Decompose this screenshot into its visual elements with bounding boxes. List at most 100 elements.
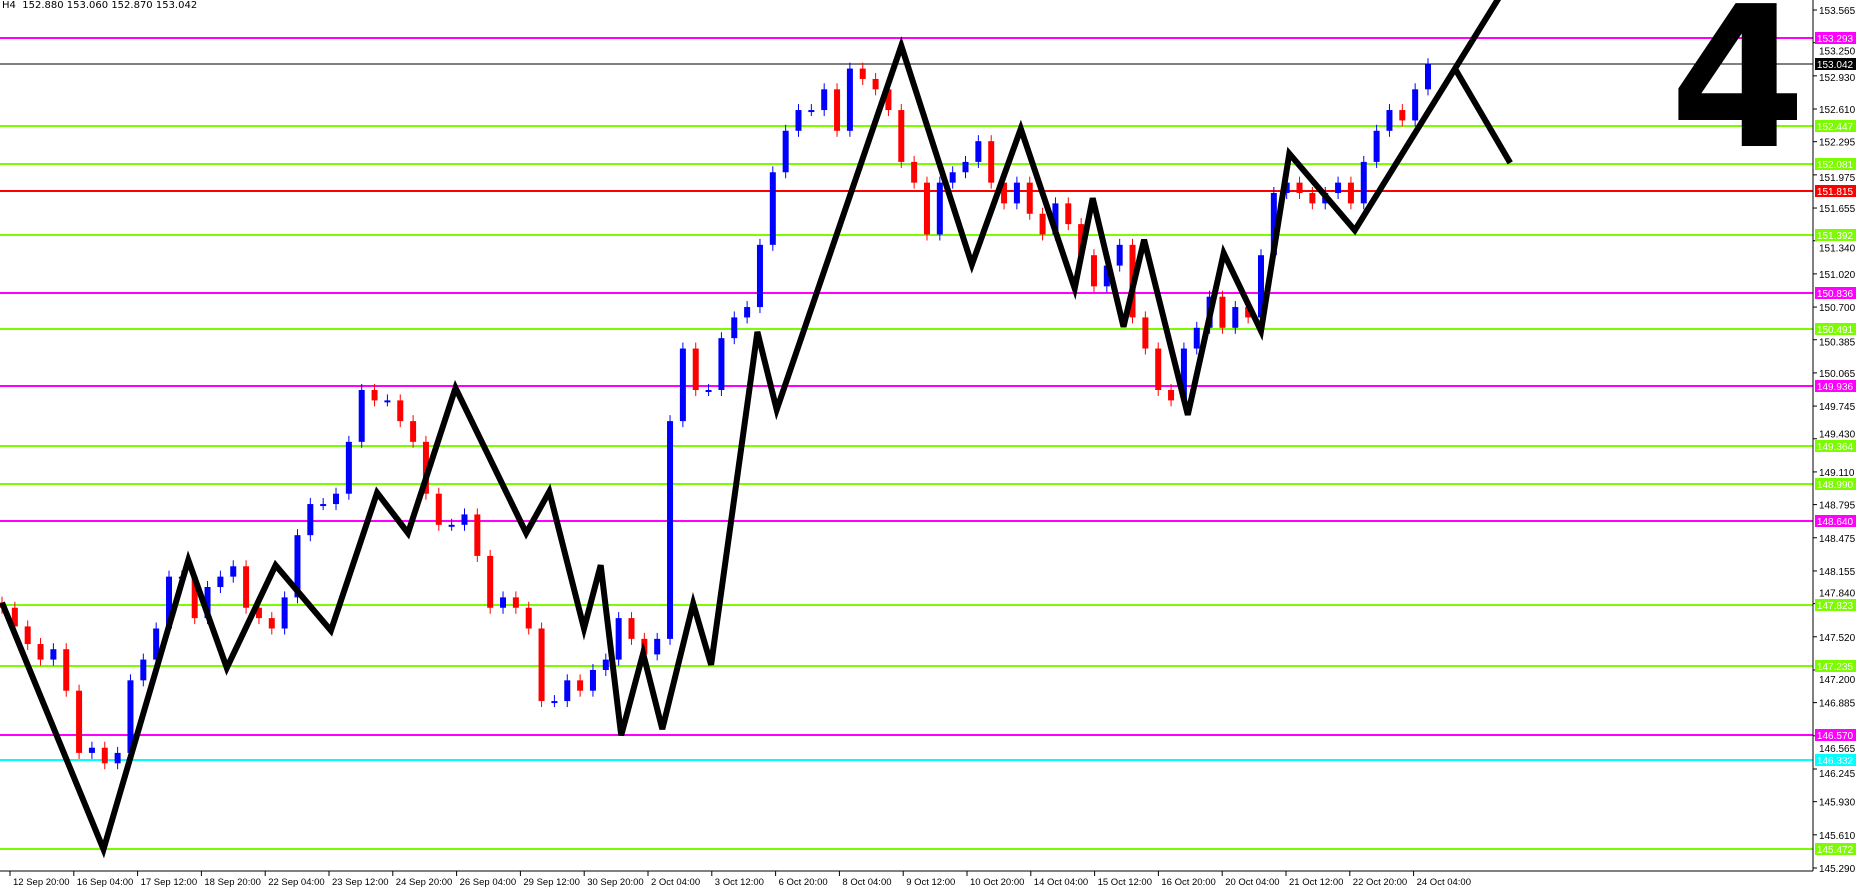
level-tag-bg bbox=[1815, 843, 1856, 855]
level-tag-text: 153.042 bbox=[1817, 60, 1854, 71]
bear-candle bbox=[577, 674, 584, 697]
bull-candle bbox=[320, 498, 327, 511]
bull-candle bbox=[358, 384, 365, 448]
price-tick-label: 148.795 bbox=[1819, 501, 1856, 512]
bull-candle bbox=[345, 435, 352, 500]
chart-header: H4 152.880 153.060 152.870 153.042 bbox=[2, 0, 197, 11]
time-tick-label: 20 Oct 04:00 bbox=[1225, 877, 1279, 888]
bear-candle bbox=[410, 415, 417, 448]
candle-body bbox=[551, 701, 558, 704]
bear-candle bbox=[1090, 249, 1097, 293]
level-tag-text: 146.332 bbox=[1817, 756, 1854, 767]
price-tick-label: 148.155 bbox=[1819, 567, 1856, 578]
bear-candle bbox=[1026, 176, 1033, 220]
candle-body bbox=[988, 141, 995, 183]
candle-body bbox=[217, 576, 224, 588]
candle-body bbox=[1001, 182, 1008, 204]
price-tick-label: 146.245 bbox=[1819, 769, 1856, 780]
level-tag: 147.823 bbox=[1815, 599, 1856, 612]
bull-candle bbox=[281, 591, 288, 635]
candle-body bbox=[1245, 307, 1252, 318]
candle-body bbox=[294, 535, 301, 598]
candle-body bbox=[1335, 182, 1342, 194]
bull-candle bbox=[114, 746, 121, 770]
candle-body bbox=[358, 390, 365, 442]
level-tag-bg bbox=[1815, 729, 1856, 741]
time-tick-label: 6 Oct 20:00 bbox=[779, 877, 828, 888]
price-tick-label: 153.250 bbox=[1819, 47, 1856, 58]
bear-candle bbox=[435, 487, 442, 531]
candle-body bbox=[923, 182, 930, 235]
price-tick-label: 151.975 bbox=[1819, 173, 1856, 184]
time-tick-label: 2 Oct 04:00 bbox=[651, 877, 700, 888]
bull-candle bbox=[962, 155, 969, 179]
level-tag-bg bbox=[1815, 660, 1856, 672]
candle-body bbox=[1386, 110, 1393, 131]
level-tag: 150.836 bbox=[1815, 287, 1856, 300]
price-tick-label: 150.385 bbox=[1819, 338, 1856, 349]
bear-candle bbox=[474, 508, 481, 562]
candle-body bbox=[63, 649, 70, 691]
time-axis[interactable]: 12 Sep 20:00 16 Sep 04:00 17 Sep 12:00 18 S… bbox=[9, 871, 1471, 888]
candle-body bbox=[1065, 203, 1072, 225]
bull-candle bbox=[1013, 176, 1020, 210]
candle-body bbox=[11, 607, 18, 627]
timeframe-label: H4 bbox=[2, 0, 16, 11]
candle-body bbox=[397, 400, 404, 422]
price-tick-label: 147.200 bbox=[1819, 675, 1856, 686]
level-tag-text: 153.293 bbox=[1817, 34, 1854, 45]
candle-body bbox=[821, 89, 828, 111]
bear-candle bbox=[422, 435, 429, 500]
time-tick-label: 9 Oct 12:00 bbox=[906, 877, 955, 888]
candle-body bbox=[692, 348, 699, 391]
candle-body bbox=[1219, 296, 1226, 328]
time-tick-label: 22 Sep 04:00 bbox=[268, 877, 325, 888]
level-tag-text: 150.491 bbox=[1817, 325, 1854, 336]
time-tick-label: 12 Sep 20:00 bbox=[13, 877, 70, 888]
price-tick-label: 149.430 bbox=[1819, 430, 1856, 441]
time-tick-label: 24 Sep 20:00 bbox=[396, 877, 453, 888]
level-tag: 149.364 bbox=[1815, 440, 1856, 453]
bull-candle bbox=[936, 176, 943, 241]
bull-candle bbox=[679, 342, 686, 428]
bear-candle bbox=[1309, 187, 1316, 210]
time-tick-label: 16 Sep 04:00 bbox=[77, 877, 134, 888]
bull-candle bbox=[448, 518, 455, 531]
bear-candle bbox=[76, 684, 83, 759]
candle-body bbox=[589, 669, 596, 691]
bull-candle bbox=[589, 663, 596, 697]
bear-candle bbox=[1219, 290, 1226, 334]
bull-candle bbox=[1412, 83, 1419, 127]
level-tag-bg bbox=[1815, 58, 1856, 70]
bull-candle bbox=[602, 653, 609, 676]
candle-body bbox=[255, 607, 262, 619]
candle-body bbox=[872, 78, 879, 90]
bull-candle bbox=[846, 62, 853, 137]
candle-body bbox=[230, 566, 237, 577]
time-tick-label: 23 Sep 12:00 bbox=[332, 877, 389, 888]
time-tick-label: 22 Oct 20:00 bbox=[1353, 877, 1407, 888]
bear-candle bbox=[1039, 207, 1046, 241]
level-tag-text: 148.990 bbox=[1817, 480, 1854, 491]
candle-body bbox=[50, 649, 57, 660]
level-tag: 153.293 bbox=[1815, 32, 1856, 45]
level-tag: 151.815 bbox=[1815, 185, 1856, 198]
bear-candle bbox=[1347, 176, 1354, 210]
bull-candle bbox=[1257, 249, 1264, 324]
bear-candle bbox=[1399, 104, 1406, 127]
level-tag-bg bbox=[1815, 158, 1856, 170]
candle-body bbox=[1347, 182, 1354, 204]
price-axis[interactable]: 153.565 153.250 152.930 152.610 152.295 151.9… bbox=[1813, 6, 1856, 875]
candle-body bbox=[602, 659, 609, 670]
bear-candle bbox=[1296, 176, 1303, 200]
bull-candle bbox=[808, 104, 815, 117]
price-tick-label: 151.340 bbox=[1819, 244, 1856, 255]
bull-candle bbox=[795, 104, 802, 137]
candle-body bbox=[577, 680, 584, 691]
candle-body bbox=[718, 338, 725, 391]
candle-body bbox=[975, 141, 982, 162]
candle-body bbox=[1090, 255, 1097, 287]
bull-candle bbox=[500, 591, 507, 614]
price-tick-label: 152.610 bbox=[1819, 105, 1856, 116]
